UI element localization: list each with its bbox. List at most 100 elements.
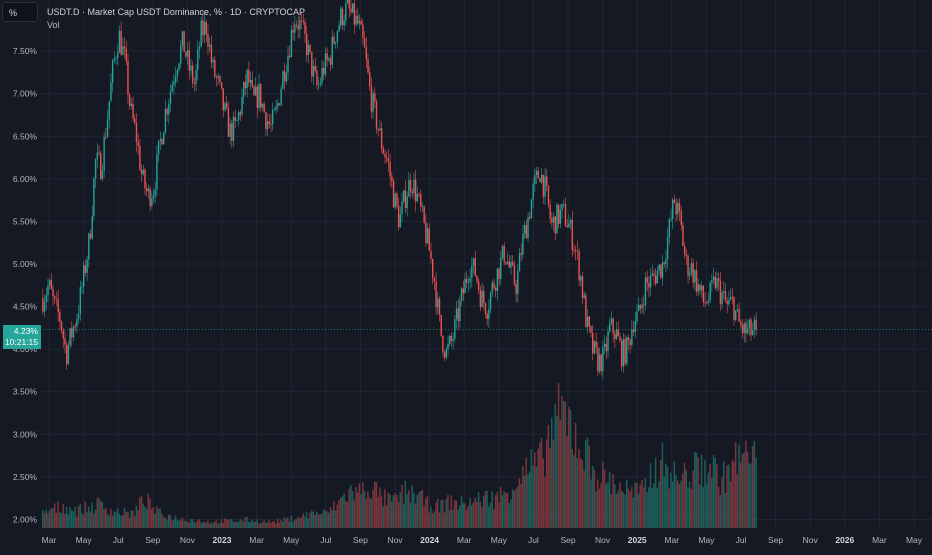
candle-body — [142, 169, 144, 175]
volume-bar — [186, 521, 189, 528]
volume-bar — [115, 511, 117, 528]
volume-bar — [656, 487, 659, 528]
volume-bar — [382, 506, 384, 528]
volume-bar — [101, 502, 104, 528]
volume-bar — [467, 505, 470, 528]
candle-body — [43, 302, 46, 312]
volume-bar — [220, 519, 223, 528]
volume-bar — [551, 417, 553, 528]
volume-histogram — [42, 383, 757, 528]
volume-bar — [79, 503, 81, 528]
volume-bar — [52, 508, 54, 528]
volume-bar — [133, 516, 136, 528]
volume-bar — [166, 519, 168, 528]
candle-body — [655, 275, 657, 284]
candle-body — [634, 321, 636, 332]
volume-bar — [700, 454, 703, 528]
candle-body — [261, 103, 264, 108]
volume-bar — [278, 522, 281, 528]
volume-indicator-label[interactable]: Vol — [47, 20, 60, 30]
candle-body — [488, 309, 490, 319]
volume-bar — [711, 478, 713, 528]
candle-body — [651, 273, 654, 276]
volume-bar — [464, 503, 466, 528]
volume-bar — [57, 501, 59, 528]
candle-body — [505, 261, 507, 264]
percent-scale-button[interactable]: % — [2, 2, 38, 22]
candle-body — [404, 190, 407, 209]
candle-body — [294, 24, 296, 33]
volume-bar — [709, 463, 711, 528]
candle-body — [564, 204, 567, 226]
candle-body — [387, 158, 390, 163]
volume-bar — [557, 383, 560, 528]
candle-body — [304, 22, 306, 35]
symbol-title[interactable]: USDT.D · Market Cap USDT Dominance, % · … — [47, 7, 306, 17]
candle-body — [556, 204, 558, 234]
volume-bar — [596, 479, 599, 528]
candle-body — [154, 189, 156, 196]
volume-bar — [576, 458, 579, 528]
candle-body — [290, 29, 293, 57]
y-tick-label: 7.00% — [13, 89, 38, 99]
volume-bar — [139, 497, 141, 528]
volume-bar — [74, 506, 76, 528]
candle-body — [156, 154, 158, 190]
time-axis[interactable]: Mar May Jul Sep Nov 2023 Mar May Jul Sep Nov 2024 Ma… — [42, 535, 923, 545]
candle-body — [186, 50, 189, 57]
candle-body — [207, 33, 209, 47]
candle-body — [183, 31, 185, 52]
candle-body — [62, 330, 64, 339]
x-tick-label: Nov — [803, 535, 819, 545]
candle-body — [229, 123, 231, 137]
volume-bar — [414, 503, 417, 528]
volume-bar — [637, 493, 640, 528]
candle-body — [483, 290, 485, 304]
volume-bar — [261, 522, 264, 528]
candle-body — [738, 309, 740, 322]
volume-bar — [222, 522, 224, 528]
volume-bar — [445, 498, 447, 528]
volume-bar — [338, 500, 340, 528]
candle-body — [134, 118, 136, 124]
candle-body — [369, 72, 371, 87]
volume-bar — [688, 481, 691, 528]
candle-body — [542, 174, 545, 197]
candle-body — [297, 25, 299, 30]
candle-body — [144, 169, 146, 189]
candle-body — [500, 257, 502, 279]
volume-bar — [528, 471, 531, 528]
x-tick-label: May — [698, 535, 715, 545]
volume-bar — [200, 522, 202, 528]
volume-bar — [738, 444, 740, 528]
candlestick-series — [42, 0, 757, 380]
volume-bar — [319, 514, 321, 528]
candle-body — [98, 152, 100, 154]
x-tick-label: 2024 — [420, 535, 439, 545]
volume-bar — [622, 492, 625, 528]
candle-body — [317, 84, 320, 86]
volume-bar — [266, 522, 269, 528]
candle-body — [672, 199, 674, 219]
y-tick-label: 2.50% — [13, 472, 38, 482]
last-price-value: 4.23% — [13, 326, 38, 336]
price-axis[interactable]: 7.50% 7.00% 6.50% 6.00% 5.50% 5.00% 4.50% 4.00%… — [13, 46, 38, 524]
volume-bar — [675, 475, 677, 528]
candle-body — [346, 0, 349, 4]
candle-body — [413, 179, 415, 194]
candle-body — [750, 319, 752, 335]
volume-bar — [474, 497, 476, 528]
x-tick-label: May — [283, 535, 300, 545]
volume-bar — [128, 517, 131, 528]
volume-bar — [486, 490, 488, 528]
volume-bar — [493, 508, 495, 528]
candle-body — [443, 352, 446, 358]
candle-body — [163, 132, 165, 145]
volume-bar — [282, 521, 284, 528]
percent-scale-label: % — [9, 8, 18, 18]
candle-body — [306, 34, 308, 56]
candle-body — [217, 76, 219, 78]
volume-bar — [644, 477, 647, 528]
